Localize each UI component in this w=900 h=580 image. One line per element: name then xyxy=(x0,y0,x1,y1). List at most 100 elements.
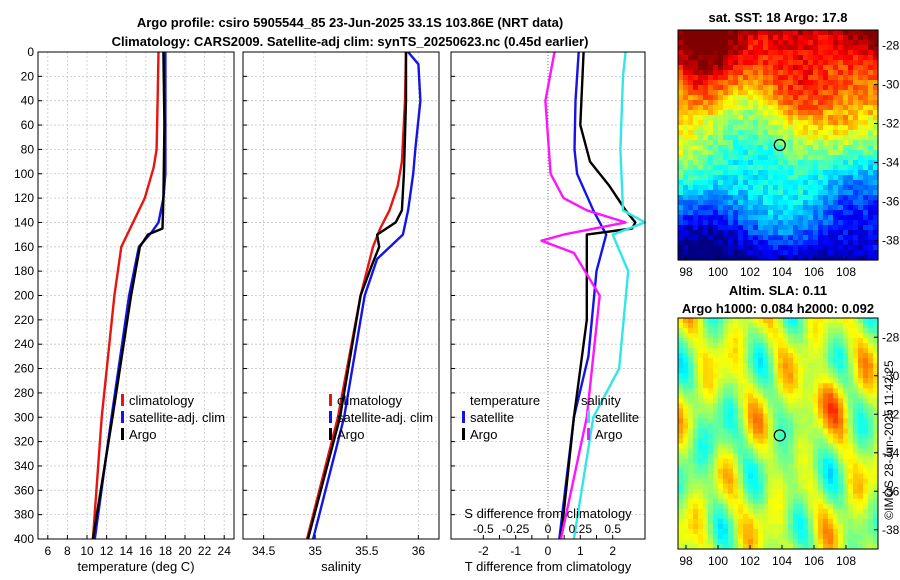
map-cell xyxy=(753,150,759,156)
map-cell xyxy=(843,80,849,86)
map-cell xyxy=(783,50,789,56)
map-cell xyxy=(783,60,789,66)
map-cell xyxy=(838,175,844,181)
map-cell xyxy=(768,333,774,339)
map-cell xyxy=(718,105,724,111)
map-cell xyxy=(713,120,719,126)
map-cell xyxy=(818,498,824,505)
map-cell xyxy=(868,528,874,535)
map-cell xyxy=(708,533,714,540)
map-cell xyxy=(768,75,774,81)
map-cell xyxy=(768,458,774,465)
map-cell xyxy=(688,463,694,470)
map-cell xyxy=(768,533,774,540)
map-cell xyxy=(793,508,799,515)
map-cell xyxy=(848,543,854,550)
map-cell xyxy=(833,205,839,211)
map-cell xyxy=(738,453,744,460)
map-cell xyxy=(738,65,744,71)
map-cell xyxy=(783,85,789,91)
map-cell xyxy=(798,378,804,384)
map-cell xyxy=(763,145,769,151)
map-cell xyxy=(748,75,754,81)
map-cell xyxy=(748,190,754,196)
map-cell xyxy=(753,55,759,61)
map-cell xyxy=(703,175,709,181)
map-cell xyxy=(698,513,704,520)
map-cell xyxy=(808,190,814,196)
map-cell xyxy=(788,110,794,116)
map-cell xyxy=(813,50,819,56)
map-cell xyxy=(788,433,794,440)
map-cell xyxy=(818,393,824,399)
map-cell xyxy=(843,110,849,116)
map-cell xyxy=(768,185,774,191)
map-cell xyxy=(833,523,839,530)
map-cell xyxy=(783,528,789,535)
map-cell xyxy=(708,488,714,495)
map-cell xyxy=(733,398,739,404)
map-cell xyxy=(743,115,749,121)
map-cell xyxy=(693,343,699,349)
map-cell xyxy=(843,130,849,136)
map-cell xyxy=(778,463,784,470)
map-cell xyxy=(688,488,694,495)
map-cell xyxy=(848,110,854,116)
map-cell xyxy=(703,458,709,465)
map-cell xyxy=(838,523,844,530)
map-cell xyxy=(738,533,744,540)
map-cell xyxy=(713,488,719,495)
map-cell xyxy=(743,65,749,71)
map-cell xyxy=(868,30,874,36)
map-cell xyxy=(708,393,714,399)
map-cell xyxy=(708,100,714,106)
map-cell xyxy=(753,130,759,136)
map-cell xyxy=(743,210,749,216)
map-cell xyxy=(813,235,819,241)
map-cell xyxy=(693,220,699,226)
map-cell xyxy=(833,328,839,334)
map-cell xyxy=(863,200,869,206)
map-cell xyxy=(803,95,809,101)
map-cell xyxy=(703,373,709,379)
map-cell xyxy=(788,458,794,465)
map-cell xyxy=(713,523,719,530)
map-cell xyxy=(843,145,849,151)
map-cell xyxy=(778,235,784,241)
map-cell xyxy=(678,40,684,46)
map-cell xyxy=(723,210,729,216)
map-cell xyxy=(738,185,744,191)
map-cell xyxy=(733,175,739,181)
map-cell xyxy=(818,448,824,455)
map-cell xyxy=(743,398,749,404)
map-cell xyxy=(848,80,854,86)
map-cell xyxy=(823,40,829,46)
map-cell xyxy=(753,210,759,216)
map-cell xyxy=(683,140,689,146)
map-cell xyxy=(873,498,879,505)
map-cell xyxy=(678,50,684,56)
map-cell xyxy=(828,443,834,450)
map-cell xyxy=(818,323,824,329)
map-cell xyxy=(698,105,704,111)
map-cell xyxy=(868,503,874,510)
map-cell xyxy=(848,363,854,369)
map-cell xyxy=(838,40,844,46)
map-cell xyxy=(848,255,854,261)
map-cell xyxy=(868,100,874,106)
map-cell xyxy=(698,323,704,329)
map-cell xyxy=(848,368,854,374)
map-cell xyxy=(718,125,724,131)
map-cell xyxy=(778,100,784,106)
map-cell xyxy=(823,100,829,106)
map-cell xyxy=(788,140,794,146)
map-cell xyxy=(723,115,729,121)
map-cell xyxy=(728,458,734,465)
map-cell xyxy=(798,403,804,409)
map-cell xyxy=(868,50,874,56)
map-cell xyxy=(688,508,694,515)
map-cell xyxy=(708,433,714,440)
map-cell xyxy=(698,35,704,41)
map-cell xyxy=(833,255,839,261)
map-cell xyxy=(708,135,714,141)
